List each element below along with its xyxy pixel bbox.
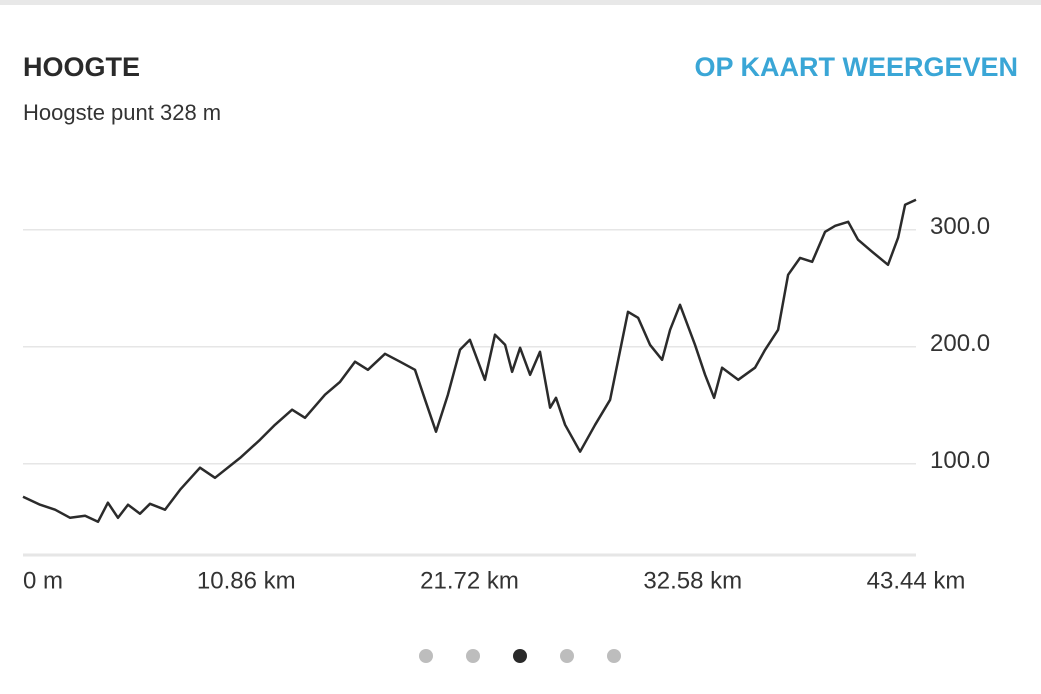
- card-title: HOOGTE: [23, 52, 140, 82]
- y-tick-label: 100.0: [930, 447, 990, 474]
- page-dot[interactable]: [419, 649, 433, 663]
- page-dot-active[interactable]: [513, 649, 527, 663]
- pagination: [419, 649, 621, 663]
- x-tick-label: 43.44 km: [867, 567, 966, 594]
- x-tick-label: 0 m: [23, 567, 63, 594]
- page-dot[interactable]: [560, 649, 574, 663]
- top-border: [0, 0, 1041, 5]
- page-dot[interactable]: [466, 649, 480, 663]
- subtitle: Hoogste punt 328 m: [23, 100, 221, 125]
- x-tick-label: 32.58 km: [643, 567, 742, 594]
- x-tick-label: 21.72 km: [420, 567, 519, 594]
- map-link[interactable]: OP KAART WEERGEVEN: [694, 52, 1018, 82]
- y-tick-label: 300.0: [930, 213, 990, 240]
- y-tick-label: 200.0: [930, 330, 990, 357]
- x-tick-label: 10.86 km: [197, 567, 296, 594]
- elevation-line: [22, 198, 917, 524]
- page-dot[interactable]: [607, 649, 621, 663]
